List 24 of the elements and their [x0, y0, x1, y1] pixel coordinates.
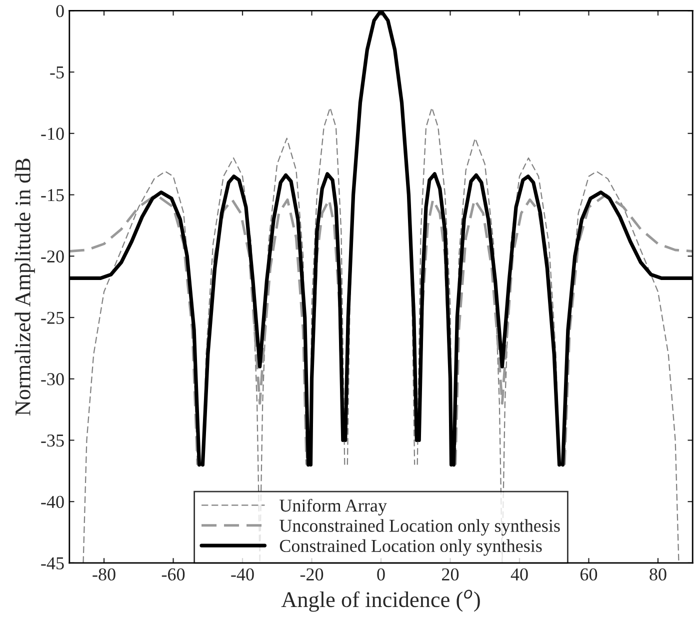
- x-tick-label: 20: [442, 568, 459, 581]
- x-tick-label: 40: [510, 568, 528, 581]
- y-tick-label: 0: [56, 4, 64, 18]
- legend-label: Unconstrained Location only synthesis: [280, 519, 560, 536]
- x-tick-label: -20: [300, 568, 324, 581]
- y-tick-label: -25: [41, 312, 64, 324]
- y-tick-label: -10: [41, 128, 64, 140]
- y-tick-label: -35: [41, 434, 64, 447]
- y-tick-label: -45: [41, 557, 64, 570]
- y-tick-label: -15: [41, 189, 64, 202]
- y-tick-label: -40: [41, 496, 64, 508]
- y-axis-title: Normalized Amplitude in dB: [14, 158, 35, 416]
- x-tick-label: -40: [231, 568, 254, 581]
- y-tick-label: -20: [41, 250, 64, 263]
- x-axis-title: Angle of incidence ($^{o}$): [281, 590, 480, 612]
- x-tick-label: 60: [580, 568, 598, 581]
- y-tick-label: -30: [41, 373, 64, 386]
- legend-label: Uniform Array: [280, 498, 387, 516]
- legend-label: Constrained Location only synthesis: [280, 539, 542, 556]
- x-tick-label: -60: [162, 568, 185, 581]
- x-tick-label: 80: [650, 568, 666, 581]
- x-tick-label: 0: [377, 568, 385, 581]
- y-tick-label: -5: [50, 66, 64, 78]
- x-tick-label: -80: [92, 568, 116, 581]
